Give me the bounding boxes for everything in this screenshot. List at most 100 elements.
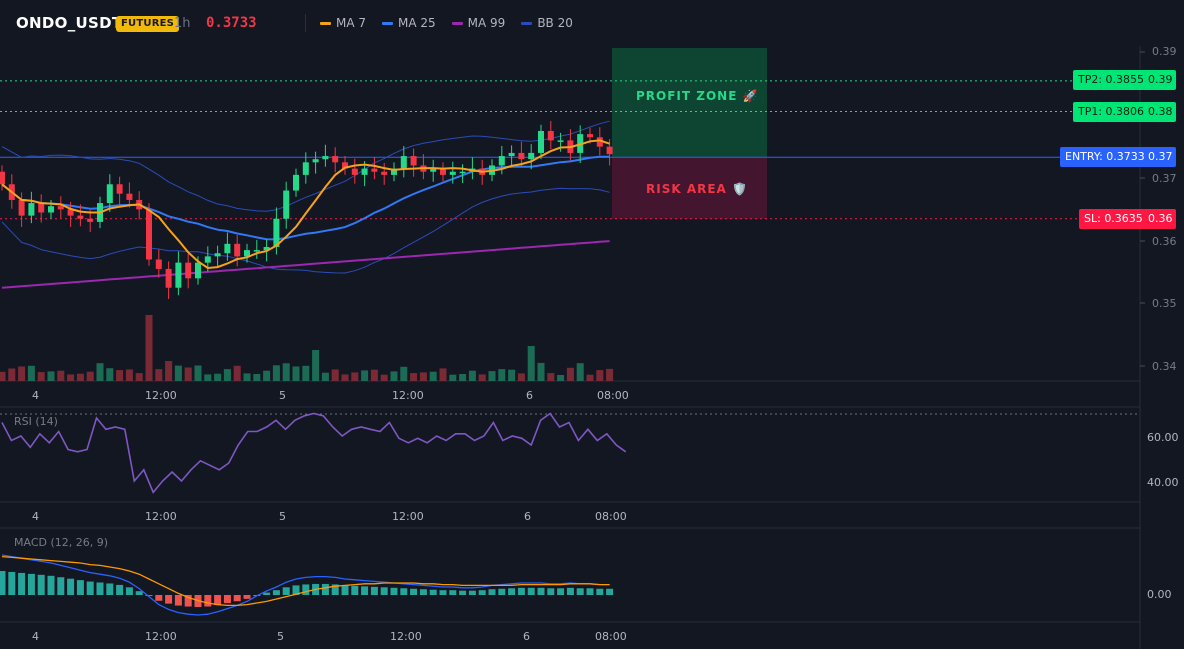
candle-body [332,156,339,163]
macd-histogram-bar [527,587,535,595]
macd-histogram-bar [174,595,182,606]
volume-bar [135,373,143,381]
time-axis-label: 6 [524,510,531,523]
candle-body [106,184,113,204]
volume-bar [527,346,535,381]
candle-body [410,156,417,166]
bb20-swatch-icon [521,21,533,25]
ma7-line [1,139,610,270]
price-axis-label: 0.36 [1152,235,1177,248]
candle-body [498,156,505,166]
volume-bar [18,366,26,381]
volume-bar [586,374,594,381]
macd-histogram-bar [439,590,447,595]
candle-body [234,243,241,257]
candle-body [146,209,152,260]
volume-bar [302,365,310,381]
volume-bar [76,373,84,381]
volume-bar [243,373,251,381]
macd-histogram-bar [351,585,359,595]
sl-label: SL: 0.3635 [1084,212,1143,225]
volume-bar [312,350,320,381]
macd-histogram-bar [576,588,584,595]
macd-histogram-bar [96,582,104,595]
volume-bar [8,368,16,381]
timeframe-label[interactable]: 1h [174,16,191,31]
macd-histogram-bar [0,571,6,595]
macd-line [1,554,610,616]
candle-body [361,168,368,175]
time-axis-label: 12:00 [392,510,424,523]
legend-ma25[interactable]: MA 25 [382,16,436,30]
volume-bar [351,372,359,381]
macd-histogram-bar [27,573,35,595]
macd-pane-title: MACD (12, 26, 9) [14,536,109,549]
volume-bar [478,374,486,381]
macd-histogram-bar [547,588,555,595]
candle-body [293,174,299,191]
tp1-label: TP1: 0.3806 [1078,105,1145,118]
volume-bar [331,369,339,381]
time-axis-label: 12:00 [145,630,177,643]
ma99-line [1,240,610,289]
tp2-tag[interactable]: TP2: 0.3855 [1073,70,1150,90]
tp1-tag[interactable]: TP1: 0.3806 [1073,102,1150,122]
profit-zone [612,48,767,157]
price-axis-label: 0.37 [1152,172,1177,185]
symbol-name[interactable]: ONDO_USDT [16,14,123,32]
legend-label: MA 25 [398,16,436,30]
volume-bar [468,370,476,381]
candle-body [381,171,388,175]
volume-bar [341,374,349,381]
macd-histogram-bar [537,587,545,595]
candle-body [195,262,201,279]
rsi-axis-label: 40.00 [1147,476,1179,489]
legend-ma99[interactable]: MA 99 [451,16,505,30]
sl-tag[interactable]: SL: 0.3635 [1079,209,1148,229]
candle-body [391,168,397,175]
volume-bar [194,365,202,381]
macd-histogram-bar [106,583,114,595]
macd-histogram-bar [596,588,604,595]
macd-histogram-bar [8,571,16,595]
volume-bar [214,373,222,381]
volume-bar [557,375,565,381]
legend-bb20[interactable]: BB 20 [521,16,573,30]
macd-histogram-bar [116,584,124,595]
legend-ma7[interactable]: MA 7 [320,16,366,30]
entry-label: ENTRY: 0.3733 [1065,150,1145,163]
candle-body [342,162,348,169]
volume-bar [165,361,173,381]
candle-body [508,152,515,157]
volume-bar [321,372,329,381]
rsi-axis-label: 60.00 [1147,431,1179,444]
candle-body [596,137,603,147]
price-axis-label: 0.35 [1152,297,1177,310]
entry-tag[interactable]: ENTRY: 0.3733 [1060,147,1150,167]
candle-body [185,262,192,279]
volume-bar [576,363,584,381]
volume-bar [380,374,388,381]
macd-histogram-bar [155,595,163,601]
candle-body [263,246,270,251]
macd-histogram-bar [341,585,349,595]
volume-bar [498,369,506,381]
candle-body [126,193,133,200]
macd-histogram-bar [47,575,55,595]
candle-body [587,134,593,138]
candle-body [253,250,260,252]
sl-axis-value: 0.36 [1145,209,1176,229]
macd-histogram-bar [282,587,290,595]
candle-body [518,152,525,160]
macd-histogram-bar [400,588,408,595]
candle-body [77,215,84,219]
time-axis-label: 4 [32,389,39,402]
tp1-axis-value: 0.38 [1145,102,1176,122]
volume-bar [439,368,447,381]
price-axis-label: 0.34 [1152,360,1177,373]
macd-histogram-bar [488,589,496,595]
candle-body [528,152,535,160]
macd-histogram-bar [165,595,173,604]
tp2-axis-value: 0.39 [1145,70,1176,90]
